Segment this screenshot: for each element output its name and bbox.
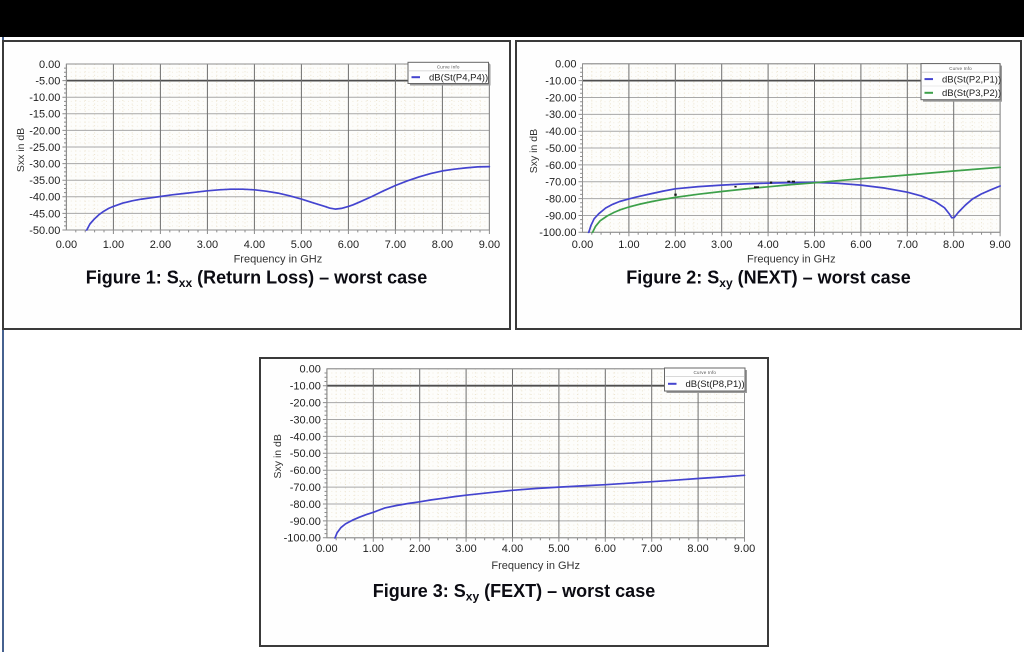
svg-text:-10.00: -10.00 [289, 380, 320, 392]
svg-text:Figure 2: Sxy (NEXT) – worst c: Figure 2: Sxy (NEXT) – worst case [626, 268, 910, 291]
svg-text:-90.00: -90.00 [545, 210, 576, 222]
svg-text:-25.00: -25.00 [29, 142, 60, 154]
svg-text:dB(St(P4,P4)): dB(St(P4,P4)) [429, 73, 488, 84]
svg-text:-50.00: -50.00 [29, 225, 60, 237]
svg-text:3.00: 3.00 [197, 239, 218, 251]
svg-text:-40.00: -40.00 [289, 431, 320, 443]
svg-text:6.00: 6.00 [594, 542, 615, 554]
svg-text:-60.00: -60.00 [545, 160, 576, 172]
svg-text:-50.00: -50.00 [289, 448, 320, 460]
svg-text:5.00: 5.00 [803, 239, 824, 251]
svg-text:3.00: 3.00 [710, 239, 731, 251]
svg-text:8.00: 8.00 [942, 239, 963, 251]
svg-text:-20.00: -20.00 [289, 397, 320, 409]
svg-text:4.00: 4.00 [501, 542, 522, 554]
svg-text:-80.00: -80.00 [289, 498, 320, 510]
svg-text:4.00: 4.00 [244, 239, 265, 251]
svg-text:Figure 3: Sxy (FEXT) – worst c: Figure 3: Sxy (FEXT) – worst case [372, 581, 654, 604]
svg-text:dB(St(P2,P1)): dB(St(P2,P1)) [942, 75, 1001, 86]
svg-text:dB(St(P3,P2)): dB(St(P3,P2)) [942, 88, 1001, 99]
svg-text:9.00: 9.00 [733, 542, 754, 554]
svg-text:8.00: 8.00 [432, 239, 453, 251]
svg-text:-5.00: -5.00 [35, 76, 60, 88]
svg-text:-80.00: -80.00 [545, 194, 576, 206]
svg-text:6.00: 6.00 [850, 239, 871, 251]
svg-text:0.00: 0.00 [571, 239, 592, 251]
svg-text:0.00: 0.00 [316, 542, 337, 554]
svg-text:2.00: 2.00 [408, 542, 429, 554]
svg-text:9.00: 9.00 [989, 239, 1010, 251]
svg-text:-20.00: -20.00 [29, 125, 60, 137]
svg-text:4.00: 4.00 [757, 239, 778, 251]
svg-text:-10.00: -10.00 [29, 92, 60, 104]
svg-text:5.00: 5.00 [548, 542, 569, 554]
svg-text:-45.00: -45.00 [29, 208, 60, 220]
svg-text:-100.00: -100.00 [539, 227, 576, 239]
svg-text:dB(St(P8,P1)): dB(St(P8,P1)) [685, 379, 744, 390]
svg-text:Frequency in GHz: Frequency in GHz [491, 560, 580, 572]
svg-text:7.00: 7.00 [640, 542, 661, 554]
svg-text:-40.00: -40.00 [545, 126, 576, 138]
svg-text:1.00: 1.00 [103, 239, 124, 251]
svg-text:Frequency in GHz: Frequency in GHz [746, 254, 835, 266]
svg-text:0.00: 0.00 [299, 363, 320, 375]
svg-text:1.00: 1.00 [362, 542, 383, 554]
svg-text:9.00: 9.00 [479, 239, 500, 251]
svg-text:-20.00: -20.00 [545, 92, 576, 104]
svg-text:5.00: 5.00 [291, 239, 312, 251]
svg-text:0.00: 0.00 [56, 239, 77, 251]
svg-text:8.00: 8.00 [687, 542, 708, 554]
svg-text:2.00: 2.00 [664, 239, 685, 251]
svg-text:1.00: 1.00 [618, 239, 639, 251]
svg-text:-50.00: -50.00 [545, 143, 576, 155]
svg-text:-70.00: -70.00 [289, 482, 320, 494]
svg-text:-90.00: -90.00 [289, 515, 320, 527]
svg-text:Curve Info: Curve Info [949, 66, 972, 71]
svg-text:-60.00: -60.00 [289, 465, 320, 477]
svg-text:-15.00: -15.00 [29, 109, 60, 121]
svg-text:-30.00: -30.00 [545, 109, 576, 121]
svg-text:0.00: 0.00 [39, 59, 60, 71]
svg-text:Frequency in GHz: Frequency in GHz [234, 254, 323, 266]
svg-text:Sxy in dB: Sxy in dB [527, 129, 539, 173]
svg-text:2.00: 2.00 [150, 239, 171, 251]
svg-text:Sxy in dB: Sxy in dB [271, 434, 283, 478]
svg-text:3.00: 3.00 [455, 542, 476, 554]
svg-text:6.00: 6.00 [338, 239, 359, 251]
svg-text:-100.00: -100.00 [283, 532, 320, 544]
svg-text:Sxx in dB: Sxx in dB [15, 128, 27, 172]
svg-text:-30.00: -30.00 [29, 159, 60, 171]
svg-text:-10.00: -10.00 [545, 76, 576, 88]
svg-text:Curve Info: Curve Info [437, 65, 460, 70]
svg-text:7.00: 7.00 [896, 239, 917, 251]
svg-text:-35.00: -35.00 [29, 175, 60, 187]
svg-text:-70.00: -70.00 [545, 177, 576, 189]
svg-text:Curve Info: Curve Info [693, 370, 716, 375]
svg-text:Figure 1: Sxx (Return Loss) –: Figure 1: Sxx (Return Loss) – worst case [86, 268, 427, 291]
svg-text:-30.00: -30.00 [289, 414, 320, 426]
svg-text:0.00: 0.00 [555, 59, 576, 71]
svg-text:-40.00: -40.00 [29, 192, 60, 204]
svg-text:7.00: 7.00 [385, 239, 406, 251]
